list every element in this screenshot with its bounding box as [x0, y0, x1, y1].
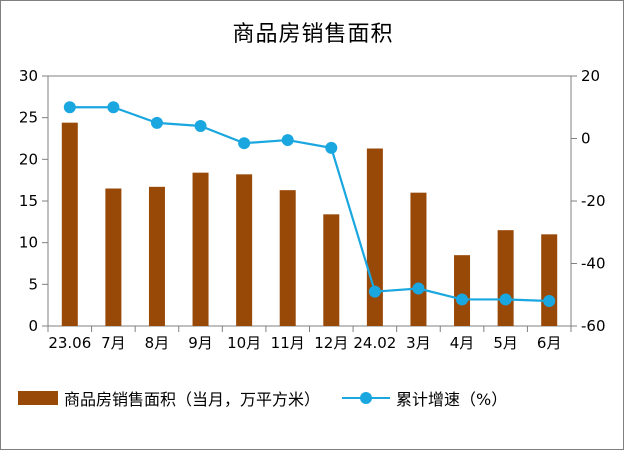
bar: [105, 188, 122, 326]
line-point: [456, 293, 469, 306]
bar: [323, 214, 340, 326]
line-point: [499, 293, 512, 306]
growth-line: [69, 106, 550, 303]
left-axis-label: 30: [19, 67, 38, 85]
chart-title: 商品房销售面积: [232, 22, 394, 47]
legend-line-marker: [360, 392, 373, 404]
bar: [148, 186, 165, 326]
x-axis-label: 8月: [145, 334, 170, 352]
tick-labels: 0 5 10 15 20 25 30 -60 -40 -20 0 20 23.06 7月 8月 9月 10月 11…: [19, 67, 606, 352]
bar: [236, 174, 253, 326]
left-axis-label: 5: [28, 275, 38, 293]
line-point: [63, 101, 76, 114]
x-axis-label: 12月: [314, 334, 348, 352]
x-axis-label: 10月: [227, 334, 261, 352]
legend-line-swatch: [342, 391, 391, 405]
line-point: [368, 285, 381, 298]
right-axis-label: -20: [581, 192, 606, 210]
line-point: [543, 295, 556, 307]
bar: [410, 192, 427, 326]
left-axis-label: 10: [19, 234, 38, 252]
line-point: [412, 282, 425, 295]
x-axis-label: 24.02: [353, 334, 396, 352]
bar: [192, 172, 209, 326]
line-point: [325, 141, 338, 154]
line-point: [281, 134, 294, 147]
right-axis-label: 20: [581, 67, 600, 85]
x-axis-label: 5月: [493, 334, 518, 352]
bar: [454, 255, 471, 326]
x-axis-label: 3月: [406, 334, 431, 352]
left-axis-label: 20: [19, 150, 38, 168]
bar: [61, 122, 78, 327]
bar: [279, 190, 296, 326]
x-axis-label: 4月: [450, 334, 475, 352]
x-axis-label: 6月: [537, 334, 562, 352]
line-series: [63, 101, 556, 307]
right-axis-label: -40: [581, 255, 606, 273]
right-axis-label: 0: [581, 130, 591, 148]
left-axis-label: 15: [19, 192, 38, 210]
x-axis-label: 7月: [101, 334, 126, 352]
legend-bar-swatch: [18, 391, 58, 405]
x-axis-label: 23.06: [48, 334, 91, 352]
line-point: [150, 116, 163, 129]
left-axis-label: 0: [28, 317, 38, 335]
bar: [497, 230, 514, 326]
line-point: [238, 137, 251, 150]
legend: 商品房销售面积（当月，万平方米） 累计增速（%）: [18, 385, 507, 411]
right-axis-label: -60: [581, 317, 606, 335]
x-axis-label: 11月: [271, 334, 305, 352]
line-point: [107, 101, 120, 114]
chart-axes: [42, 75, 577, 332]
legend-line-label: 累计增速（%）: [396, 390, 508, 409]
x-axis-label: 9月: [188, 334, 213, 352]
plot-area-border: [47, 75, 572, 327]
left-axis-label: 25: [19, 109, 38, 127]
line-point: [194, 120, 207, 132]
bar: [541, 234, 558, 326]
bar: [366, 148, 383, 326]
bar-series: [61, 122, 558, 327]
legend-bar-label: 商品房销售面积（当月，万平方米）: [64, 390, 321, 409]
